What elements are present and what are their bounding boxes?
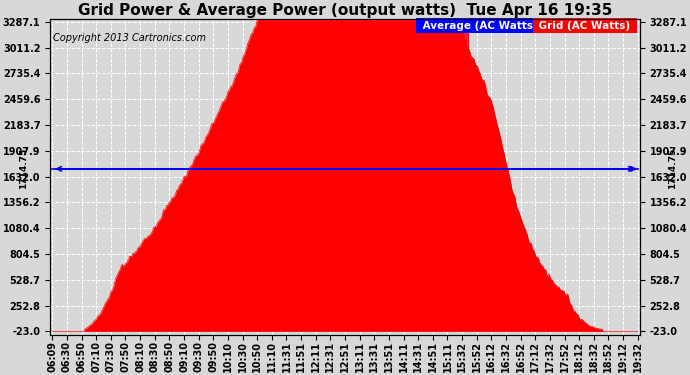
Text: 1714.75: 1714.75 xyxy=(19,148,28,189)
Text: 1714.75: 1714.75 xyxy=(668,148,677,189)
Text: Average (AC Watts): Average (AC Watts) xyxy=(419,21,541,30)
Text: Copyright 2013 Cartronics.com: Copyright 2013 Cartronics.com xyxy=(53,33,206,43)
Text: Grid (AC Watts): Grid (AC Watts) xyxy=(535,21,634,30)
Title: Grid Power & Average Power (output watts)  Tue Apr 16 19:35: Grid Power & Average Power (output watts… xyxy=(78,3,612,18)
